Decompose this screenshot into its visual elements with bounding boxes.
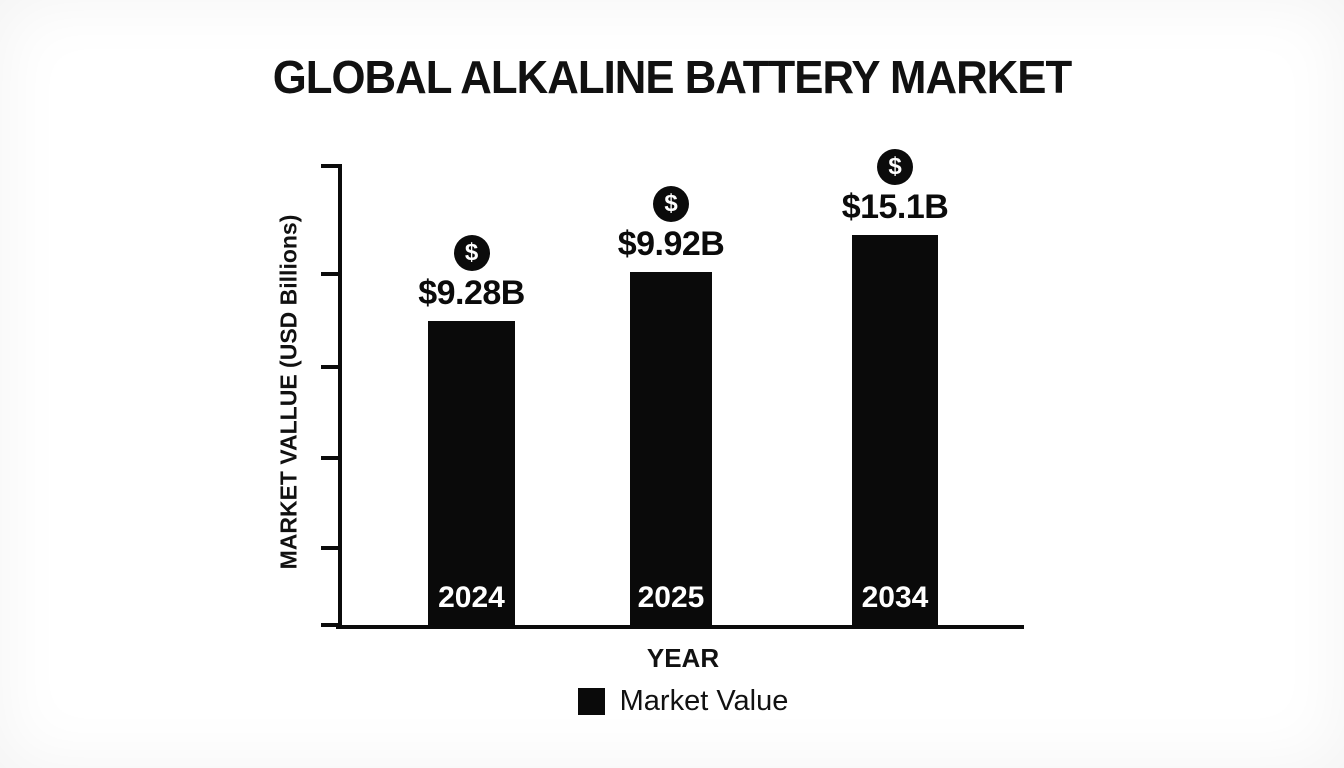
- bar-group-2034: $ $15.1B 2034: [842, 149, 949, 627]
- bar-2034: 2034: [852, 235, 938, 627]
- y-axis-tick: [321, 456, 339, 460]
- dollar-circle-icon: $: [877, 149, 913, 185]
- bar-year-label: 2024: [438, 581, 505, 614]
- y-axis-tick: [321, 623, 339, 627]
- legend-swatch: [577, 688, 605, 715]
- y-axis-label: MARKET VALLUE (USD Billions): [275, 214, 302, 570]
- bar-value-label: $9.28B: [418, 274, 525, 312]
- bar-value-label: $15.1B: [841, 188, 949, 226]
- bar-year-label: 2034: [861, 581, 929, 614]
- legend: Market Value: [341, 685, 1025, 718]
- bar-group-2025: $ $9.92B 2025: [618, 186, 725, 627]
- dollar-glyph: $: [464, 239, 479, 266]
- y-axis-tick: [321, 365, 339, 369]
- y-axis-tick: [321, 164, 339, 168]
- bar-annotation: $ $9.28B: [418, 235, 525, 313]
- dollar-glyph: $: [664, 190, 678, 217]
- bar-annotation: $ $9.92B: [618, 186, 725, 264]
- bar-value-label: $9.92B: [617, 225, 725, 263]
- y-axis-tick: [321, 546, 339, 550]
- dollar-circle-icon: $: [453, 235, 490, 271]
- bar-annotation: $ $15.1B: [842, 149, 949, 227]
- dollar-glyph: $: [888, 153, 902, 180]
- chart-title: GLOBAL ALKALINE BATTERY MARKET: [272, 51, 1072, 103]
- y-axis-line: [338, 164, 342, 629]
- dollar-circle-icon: $: [653, 186, 689, 222]
- x-axis-line: [336, 625, 1024, 629]
- bar-2024: 2024: [428, 321, 515, 627]
- y-axis-tick: [321, 272, 339, 276]
- x-axis-label: YEAR: [646, 643, 720, 673]
- bar-year-label: 2025: [637, 581, 705, 614]
- legend-label: Market Value: [619, 685, 789, 717]
- bar-2025: 2025: [630, 272, 712, 627]
- bar-group-2024: $ $9.28B 2024: [418, 235, 525, 627]
